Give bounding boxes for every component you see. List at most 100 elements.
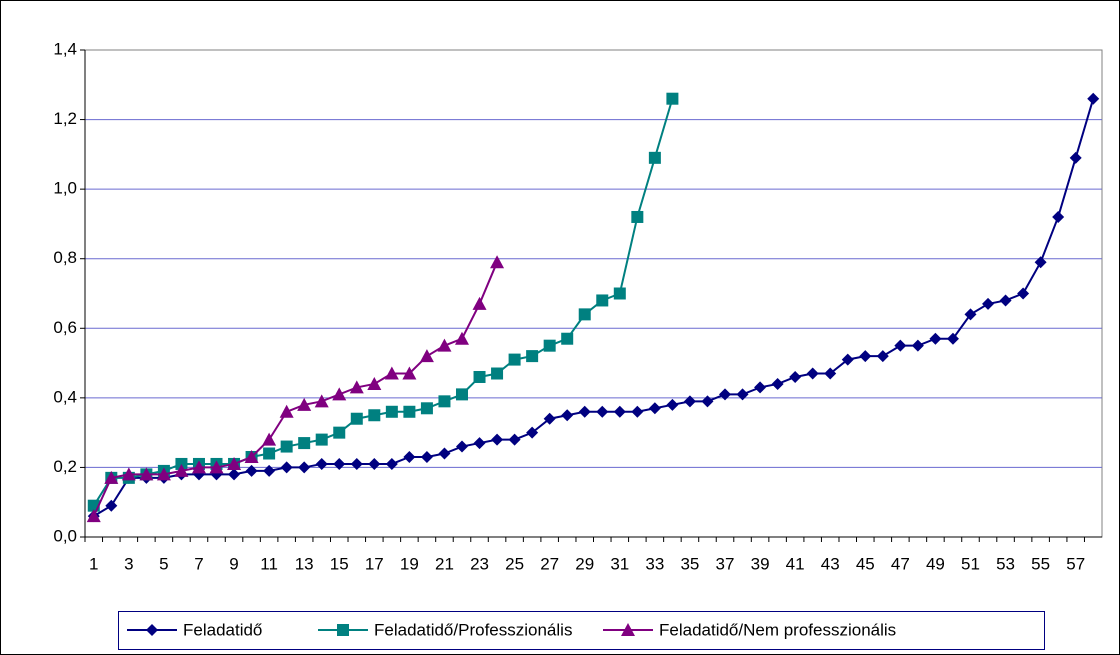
marker xyxy=(631,405,644,418)
x-tick-label: 47 xyxy=(891,554,910,573)
marker xyxy=(385,405,398,418)
marker xyxy=(526,426,539,439)
series-line xyxy=(93,98,1095,517)
x-tick-label: 19 xyxy=(400,554,419,573)
marker xyxy=(402,366,417,380)
marker xyxy=(543,412,556,425)
marker xyxy=(929,332,942,345)
x-tick-label: 57 xyxy=(1066,554,1085,573)
marker xyxy=(621,623,635,636)
marker xyxy=(298,461,311,474)
y-tick-label: 0,6 xyxy=(53,318,77,337)
marker xyxy=(438,447,451,460)
marker xyxy=(139,467,154,481)
marker xyxy=(244,449,259,463)
marker xyxy=(420,402,433,415)
marker xyxy=(384,366,399,380)
x-tick-label: 15 xyxy=(330,554,349,573)
x-tick-label: 1 xyxy=(89,554,98,573)
marker xyxy=(824,367,837,380)
marker xyxy=(876,350,889,363)
legend-label: Feladatidő xyxy=(183,620,262,639)
marker xyxy=(86,509,101,523)
marker xyxy=(666,92,679,105)
marker xyxy=(1017,287,1030,300)
marker xyxy=(648,151,661,164)
x-tick-label: 7 xyxy=(194,554,203,573)
marker xyxy=(315,457,328,470)
marker xyxy=(1087,92,1100,105)
marker xyxy=(631,210,644,223)
marker xyxy=(350,412,363,425)
marker xyxy=(561,409,574,422)
marker xyxy=(1069,151,1082,164)
marker xyxy=(491,367,504,380)
marker xyxy=(437,338,452,352)
marker xyxy=(894,339,907,352)
marker xyxy=(298,437,311,450)
x-tick-label: 45 xyxy=(856,554,875,573)
marker xyxy=(473,437,486,450)
marker xyxy=(315,433,328,446)
x-tick-label: 49 xyxy=(926,554,945,573)
marker xyxy=(403,405,416,418)
marker xyxy=(789,370,802,383)
marker xyxy=(174,463,189,477)
x-tick-label: 27 xyxy=(540,554,559,573)
marker xyxy=(911,339,924,352)
marker xyxy=(526,350,539,363)
marker xyxy=(666,398,679,411)
x-tick-label: 33 xyxy=(645,554,664,573)
x-tick-label: 43 xyxy=(821,554,840,573)
marker xyxy=(146,624,158,636)
y-tick-label: 1,4 xyxy=(53,39,77,58)
x-tick-label: 3 xyxy=(124,554,133,573)
y-tick-label: 0,8 xyxy=(53,248,77,267)
marker xyxy=(490,255,505,269)
x-tick-label: 35 xyxy=(680,554,699,573)
marker xyxy=(191,460,206,474)
legend-label: Feladatidő/Nem professzionális xyxy=(659,620,896,639)
marker xyxy=(578,405,591,418)
marker xyxy=(337,624,349,636)
marker xyxy=(349,380,364,394)
x-tick-label: 41 xyxy=(786,554,805,573)
marker xyxy=(1052,210,1065,223)
marker xyxy=(368,409,381,422)
marker xyxy=(332,387,347,401)
marker xyxy=(420,450,433,463)
marker xyxy=(596,405,609,418)
marker xyxy=(228,468,241,481)
marker xyxy=(333,426,346,439)
marker xyxy=(508,433,521,446)
marker xyxy=(613,405,626,418)
marker xyxy=(561,332,574,345)
marker xyxy=(263,447,276,460)
series-line xyxy=(92,98,674,507)
marker xyxy=(508,353,521,366)
marker xyxy=(946,332,959,345)
marker xyxy=(701,395,714,408)
x-tick-label: 37 xyxy=(716,554,735,573)
marker xyxy=(982,297,995,310)
marker xyxy=(314,394,329,408)
marker xyxy=(280,440,293,453)
marker xyxy=(491,433,504,446)
marker xyxy=(472,296,487,310)
y-tick-label: 1,0 xyxy=(53,179,77,198)
x-tick-label: 23 xyxy=(470,554,489,573)
marker xyxy=(263,464,276,477)
marker xyxy=(104,470,119,484)
x-tick-label: 25 xyxy=(505,554,524,573)
x-tick-label: 53 xyxy=(996,554,1015,573)
marker xyxy=(105,499,118,512)
marker xyxy=(297,397,312,411)
marker xyxy=(613,287,626,300)
x-tick-label: 29 xyxy=(575,554,594,573)
marker xyxy=(455,440,468,453)
x-tick-label: 5 xyxy=(159,554,168,573)
x-tick-label: 11 xyxy=(260,554,278,573)
y-tick-label: 1,2 xyxy=(53,109,77,128)
